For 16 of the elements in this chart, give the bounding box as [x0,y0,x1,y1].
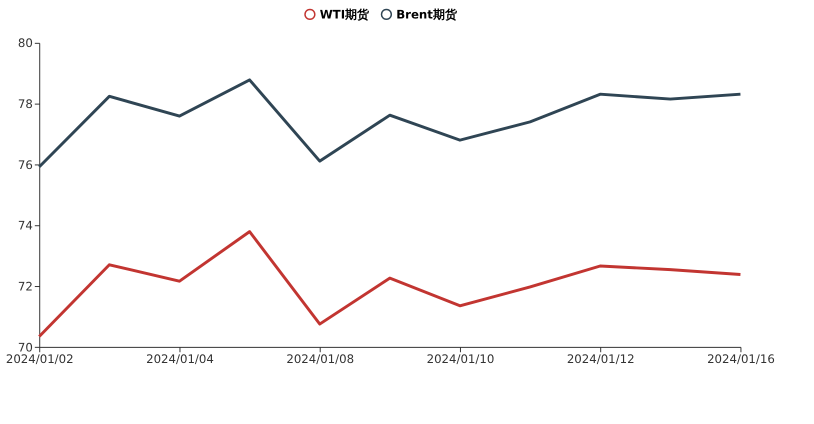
y-tick-label: 74 [18,218,33,233]
y-tick-label: 72 [18,279,33,294]
x-tick-label: 2024/01/10 [426,352,494,366]
x-tick-label: 2024/01/16 [707,352,775,366]
y-tick-label: 76 [18,158,33,172]
y-tick-label: 78 [18,97,33,112]
y-tick-label: 70 [18,340,33,354]
x-tick-label: 2024/01/08 [286,352,354,366]
legend-label: Brent期货 [396,7,458,22]
x-tick-label: 2024/01/02 [6,352,74,366]
x-tick-label: 2024/01/12 [566,352,635,366]
y-tick-label: 80 [18,36,33,50]
legend-label: WTI期货 [320,7,370,22]
x-tick-label: 2024/01/04 [146,352,214,366]
line-series [38,78,742,168]
line-series [38,230,742,338]
